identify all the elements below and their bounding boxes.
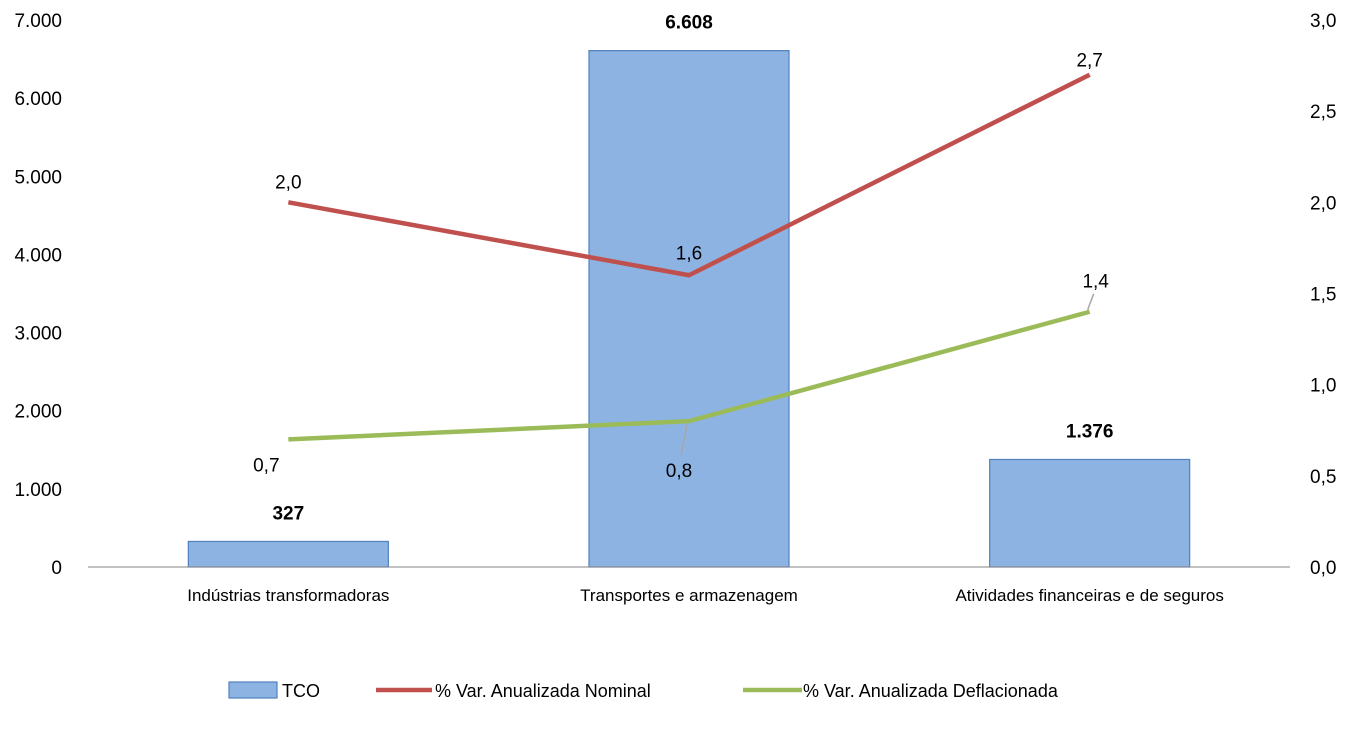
category-label: Transportes e armazenagem — [580, 586, 798, 605]
line-value-label: 1,4 — [1082, 272, 1109, 293]
left-axis-tick-label: 6.000 — [14, 89, 62, 110]
right-axis-tick-label: 2,0 — [1310, 193, 1336, 214]
bar — [588, 50, 790, 568]
left-axis-tick-label: 0 — [51, 558, 62, 579]
series-line — [287, 72, 1091, 278]
legend-label: TCO — [282, 681, 320, 701]
label-leader-line — [1086, 293, 1095, 310]
legend-label: % Var. Anualizada Nominal — [435, 681, 651, 701]
line-value-label: 2,0 — [275, 172, 301, 193]
left-axis-tick-label: 1.000 — [14, 480, 62, 501]
right-axis-tick-label: 0,5 — [1310, 467, 1336, 488]
legend-swatch-tco — [228, 681, 278, 699]
series-line — [288, 309, 1091, 442]
bar — [989, 458, 1191, 568]
bar-value-label: 327 — [272, 503, 304, 524]
right-axis-tick-label: 2,5 — [1310, 102, 1336, 123]
right-axis-tick-label: 1,0 — [1310, 376, 1336, 397]
line-value-label: 1,6 — [676, 243, 702, 264]
left-axis-tick-label: 5.000 — [14, 167, 62, 188]
bar-value-label: 1.376 — [1066, 421, 1114, 442]
left-axis-tick-label: 4.000 — [14, 245, 62, 266]
right-axis-tick-label: 3,0 — [1310, 11, 1336, 32]
line-value-label: 2,7 — [1076, 51, 1102, 72]
left-axis-tick-label: 7.000 — [14, 11, 62, 32]
category-label: Atividades financeiras e de seguros — [955, 586, 1223, 605]
bar — [187, 540, 389, 568]
line-value-label: 0,7 — [253, 455, 279, 476]
right-axis-tick-label: 1,5 — [1310, 285, 1336, 306]
category-label: Indústrias transformadoras — [187, 586, 389, 605]
right-axis-tick-label: 0,0 — [1310, 558, 1336, 579]
line-value-label: 0,8 — [666, 461, 692, 482]
legend-label: % Var. Anualizada Deflacionada — [803, 681, 1059, 701]
label-leader-line — [680, 424, 688, 456]
left-axis-tick-label: 3.000 — [14, 324, 62, 345]
bar-value-label: 6.608 — [665, 13, 713, 34]
left-axis-tick-label: 2.000 — [14, 402, 62, 423]
